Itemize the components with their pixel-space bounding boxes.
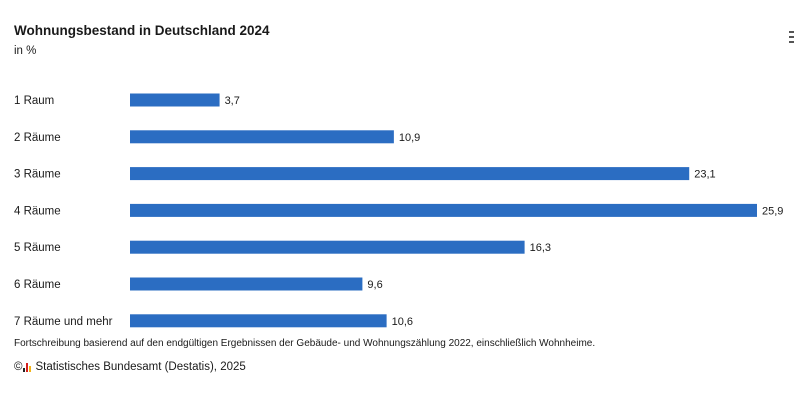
- chart-title: Wohnungsbestand in Deutschland 2024: [14, 23, 270, 38]
- category-label-5-räume: 5 Räume: [14, 242, 61, 254]
- bar-4-räume[interactable]: [130, 203, 757, 217]
- category-label-2-räume: 2 Räume: [14, 132, 61, 144]
- copyright-symbol: ©: [14, 361, 23, 373]
- source-text: Statistisches Bundesamt (Destatis), 2025: [35, 361, 246, 373]
- value-label-6-räume: 9,6: [367, 279, 382, 291]
- bar-chart: 1 Raum 3,7 2 Räume 10,9 3 Räume 23,1 4 Räume 25…: [14, 93, 783, 328]
- destatis-logo-icon: [23, 362, 32, 372]
- bar-5-räume[interactable]: [130, 240, 525, 254]
- value-label-2-räume: 10,9: [399, 132, 420, 144]
- bar-6-räume[interactable]: [130, 277, 363, 291]
- bar-7-räume-und-mehr[interactable]: [130, 314, 387, 328]
- value-label-4-räume: 25,9: [762, 205, 783, 217]
- category-label-1-raum: 1 Raum: [14, 95, 54, 107]
- category-label-7-räume-und-mehr: 7 Räume und mehr: [14, 316, 113, 328]
- value-label-5-räume: 16,3: [530, 242, 551, 254]
- chart-unit: in %: [14, 45, 37, 57]
- value-label-1-raum: 3,7: [225, 95, 240, 107]
- category-label-3-räume: 3 Räume: [14, 169, 61, 181]
- chart-footnote: Fortschreibung basierend auf den endgült…: [14, 338, 596, 349]
- category-label-6-räume: 6 Räume: [14, 279, 61, 291]
- bar-1-raum[interactable]: [130, 93, 220, 107]
- bar-3-räume[interactable]: [130, 167, 690, 181]
- chart-source: © Statistisches Bundesamt (Destatis), 20…: [14, 361, 246, 373]
- value-label-3-räume: 23,1: [694, 169, 715, 181]
- bar-2-räume[interactable]: [130, 130, 394, 144]
- hamburger-menu-icon[interactable]: [789, 31, 795, 43]
- category-label-4-räume: 4 Räume: [14, 205, 61, 217]
- value-label-7-räume-und-mehr: 10,6: [392, 316, 413, 328]
